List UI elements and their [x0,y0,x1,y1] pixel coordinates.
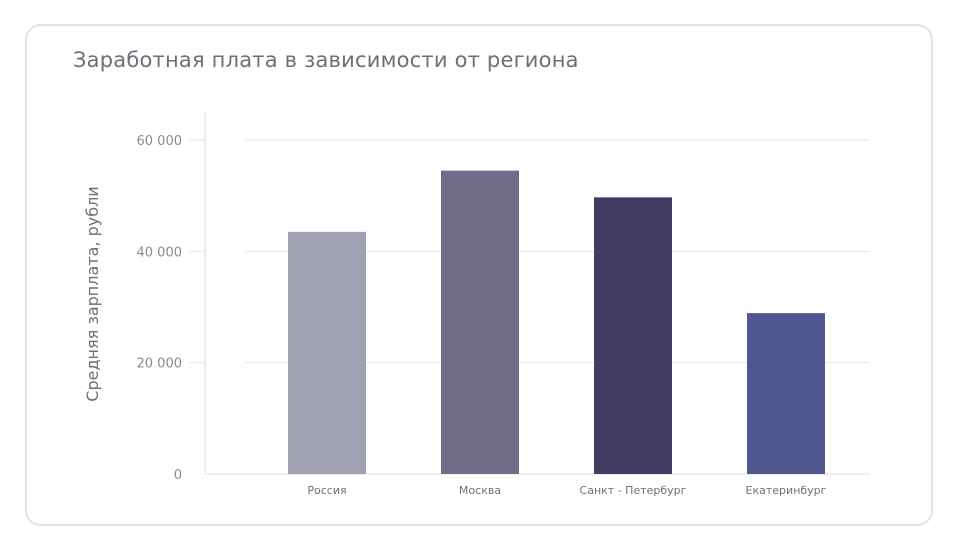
bars [288,170,825,474]
y-tick-labels: 0 20 000 40 000 60 000 [137,134,183,483]
category-labels: Россия Москва Санкт - Петербург Екатеринбур… [307,484,826,497]
category-label: Москва [459,484,501,497]
y-tick-label: 0 [174,468,182,483]
category-label: Екатеринбург [746,484,827,497]
category-label: Санкт - Петербург [580,484,687,497]
bar-2 [594,197,672,474]
category-label: Россия [307,484,346,497]
bar-1 [441,170,519,474]
y-tick-label: 40 000 [137,245,183,260]
y-tick-label: 20 000 [137,357,183,372]
bar-3 [747,313,825,474]
chart-title: Заработная плата в зависимости от регион… [73,48,579,72]
bar-0 [288,231,366,474]
y-tick-label: 60 000 [137,134,183,149]
y-axis-label: Средняя зарплата, рубли [83,186,102,401]
